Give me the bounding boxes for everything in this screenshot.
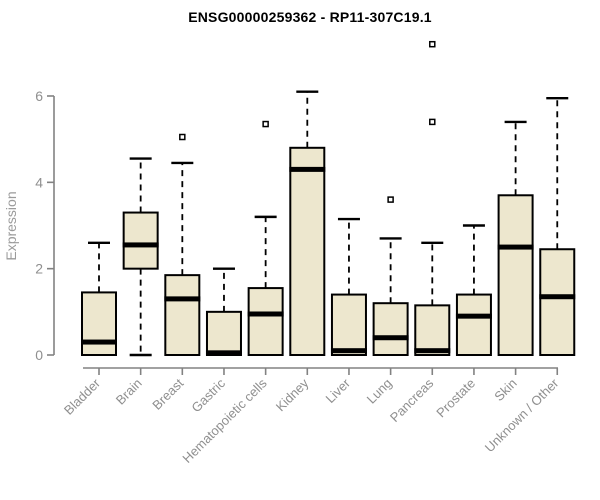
x-tick-label-bladder: Bladder bbox=[61, 375, 104, 418]
median-gastric bbox=[205, 350, 242, 356]
x-tick-label-breast: Breast bbox=[149, 375, 186, 412]
median-bladder bbox=[81, 339, 117, 345]
x-tick-label-brain: Brain bbox=[113, 376, 145, 408]
median-prostate bbox=[455, 313, 492, 319]
x-tick-label-liver: Liver bbox=[323, 375, 354, 406]
median-kidney bbox=[289, 166, 326, 172]
median-unknown-other bbox=[539, 294, 576, 300]
chart-title: ENSG00000259362 - RP11-307C19.1 bbox=[188, 9, 432, 25]
y-tick-label-6: 6 bbox=[35, 88, 43, 104]
median-pancreas bbox=[414, 348, 451, 354]
box-lung bbox=[372, 302, 409, 356]
box-hematopoietic-cells bbox=[247, 287, 284, 357]
x-tick-label-prostate: Prostate bbox=[433, 376, 478, 421]
median-hematopoietic-cells bbox=[247, 311, 284, 317]
outlier-pancreas-1 bbox=[429, 40, 436, 48]
box-gastric bbox=[205, 310, 242, 357]
x-tick-label-pancreas: Pancreas bbox=[387, 375, 437, 425]
x-tick-label-gastric: Gastric bbox=[188, 375, 228, 415]
y-tick-label-0: 0 bbox=[35, 347, 43, 363]
box-breast bbox=[164, 274, 201, 356]
box-liver bbox=[330, 293, 367, 356]
y-tick-label-4: 4 bbox=[35, 174, 43, 190]
outlier-breast-0 bbox=[179, 133, 186, 141]
median-breast bbox=[164, 296, 201, 302]
box-bladder bbox=[81, 291, 117, 356]
box-brain bbox=[122, 211, 159, 270]
x-tick-label-unknown-other: Unknown / Other bbox=[482, 375, 562, 455]
outlier-lung-0 bbox=[387, 196, 394, 203]
box-unknown-other bbox=[539, 248, 576, 356]
median-skin bbox=[497, 244, 534, 250]
median-liver bbox=[330, 348, 367, 354]
outlier-hematopoietic-cells-0 bbox=[262, 120, 269, 128]
outlier-pancreas-0 bbox=[429, 118, 436, 126]
box-prostate bbox=[455, 293, 492, 356]
median-brain bbox=[122, 242, 159, 248]
box-pancreas bbox=[414, 304, 451, 356]
x-tick-label-lung: Lung bbox=[364, 376, 395, 407]
box-kidney bbox=[289, 146, 326, 356]
x-tick-label-skin: Skin bbox=[491, 376, 519, 404]
box-skin bbox=[497, 194, 534, 356]
y-tick-label-2: 2 bbox=[35, 261, 43, 277]
x-tick-label-kidney: Kidney bbox=[273, 375, 312, 414]
median-lung bbox=[372, 335, 409, 341]
